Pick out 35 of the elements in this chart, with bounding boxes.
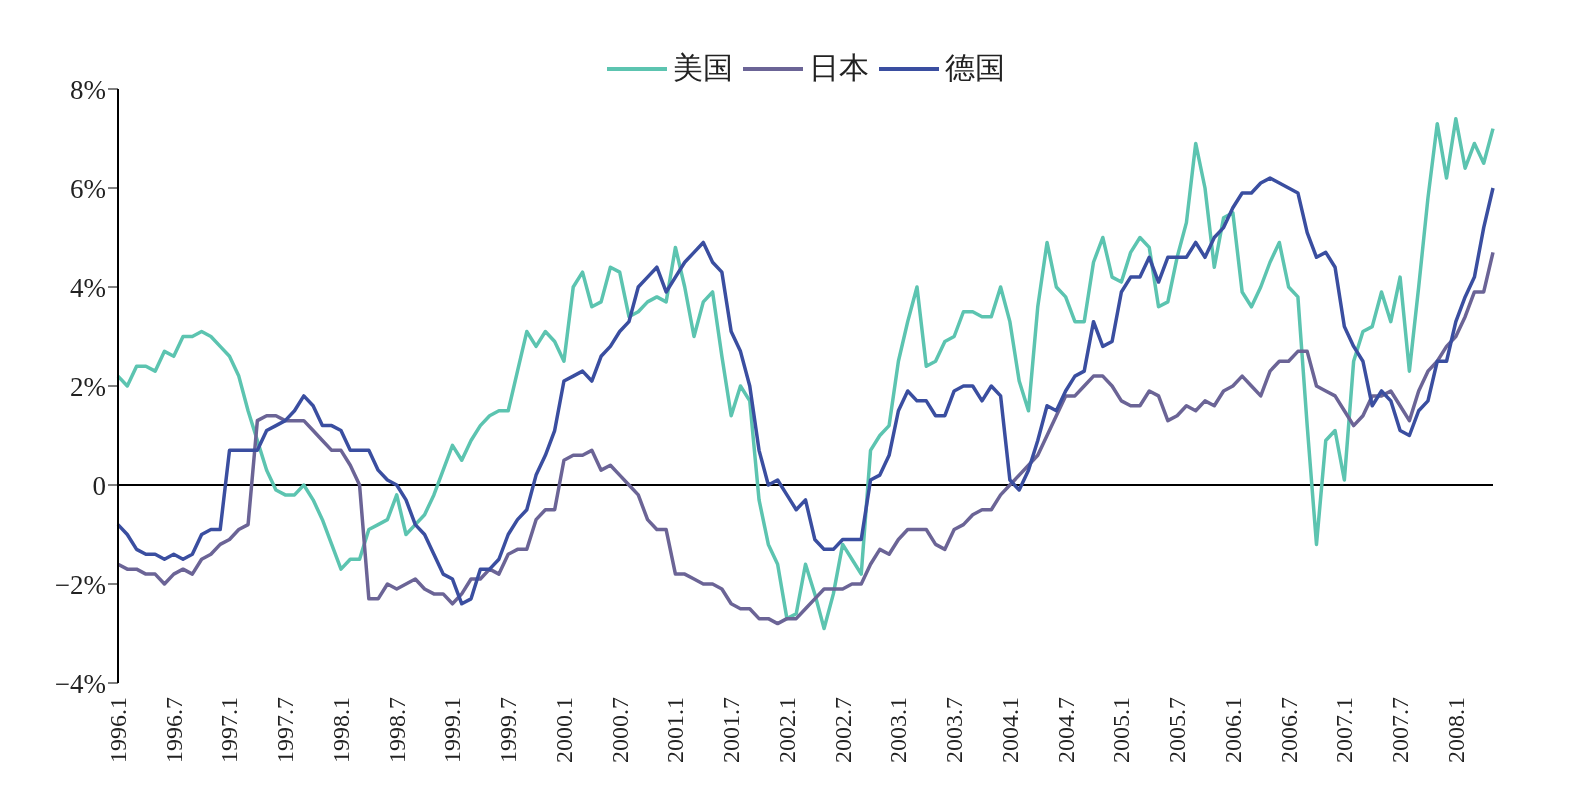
y-tick-label: 8% bbox=[70, 74, 106, 105]
x-tick-label: 2003.1 bbox=[885, 697, 912, 763]
y-tick-label: 2% bbox=[70, 371, 106, 402]
x-tick-label: 1999.7 bbox=[495, 697, 522, 763]
x-tick-label: 2005.7 bbox=[1164, 697, 1191, 763]
x-tick-label: 2001.1 bbox=[662, 697, 689, 763]
x-tick-label: 2005.1 bbox=[1108, 697, 1135, 763]
x-tick-label: 2006.7 bbox=[1275, 697, 1302, 763]
x-tick-label: 2004.1 bbox=[996, 697, 1023, 763]
y-tick-label: 0 bbox=[92, 470, 106, 501]
x-tick-label: 2002.7 bbox=[829, 697, 856, 763]
legend-label: 日本 bbox=[808, 50, 869, 86]
x-tick-label: 2000.7 bbox=[606, 697, 633, 763]
legend-label: 德国 bbox=[944, 50, 1005, 86]
x-tick-label: 2008.1 bbox=[1442, 697, 1469, 763]
x-tick-label: 2006.1 bbox=[1219, 697, 1246, 763]
y-tick-label: −2% bbox=[54, 569, 106, 600]
x-tick-label: 2007.7 bbox=[1387, 697, 1414, 763]
x-tick-label: 1996.7 bbox=[160, 697, 187, 763]
legend-label: 美国 bbox=[672, 50, 733, 86]
y-tick-label: 4% bbox=[70, 272, 106, 303]
x-tick-label: 1998.7 bbox=[383, 697, 410, 763]
y-tick-label: −4% bbox=[54, 668, 106, 699]
x-tick-label: 1997.7 bbox=[272, 697, 299, 763]
x-tick-label: 1996.1 bbox=[105, 697, 131, 763]
y-tick-label: 6% bbox=[70, 173, 106, 204]
x-tick-label: 2007.1 bbox=[1331, 697, 1358, 763]
x-tick-label: 2001.7 bbox=[718, 697, 745, 763]
x-tick-label: 1998.1 bbox=[327, 697, 354, 763]
x-tick-label: 2004.7 bbox=[1052, 697, 1079, 763]
x-tick-label: 2003.7 bbox=[941, 697, 968, 763]
x-tick-label: 2002.1 bbox=[773, 697, 800, 763]
x-tick-label: 2000.1 bbox=[550, 697, 577, 763]
x-tick-label: 1999.1 bbox=[439, 697, 466, 763]
x-tick-label: 1997.1 bbox=[216, 697, 243, 763]
